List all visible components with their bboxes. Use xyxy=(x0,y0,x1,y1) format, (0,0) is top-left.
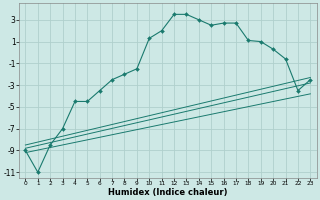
X-axis label: Humidex (Indice chaleur): Humidex (Indice chaleur) xyxy=(108,188,228,197)
